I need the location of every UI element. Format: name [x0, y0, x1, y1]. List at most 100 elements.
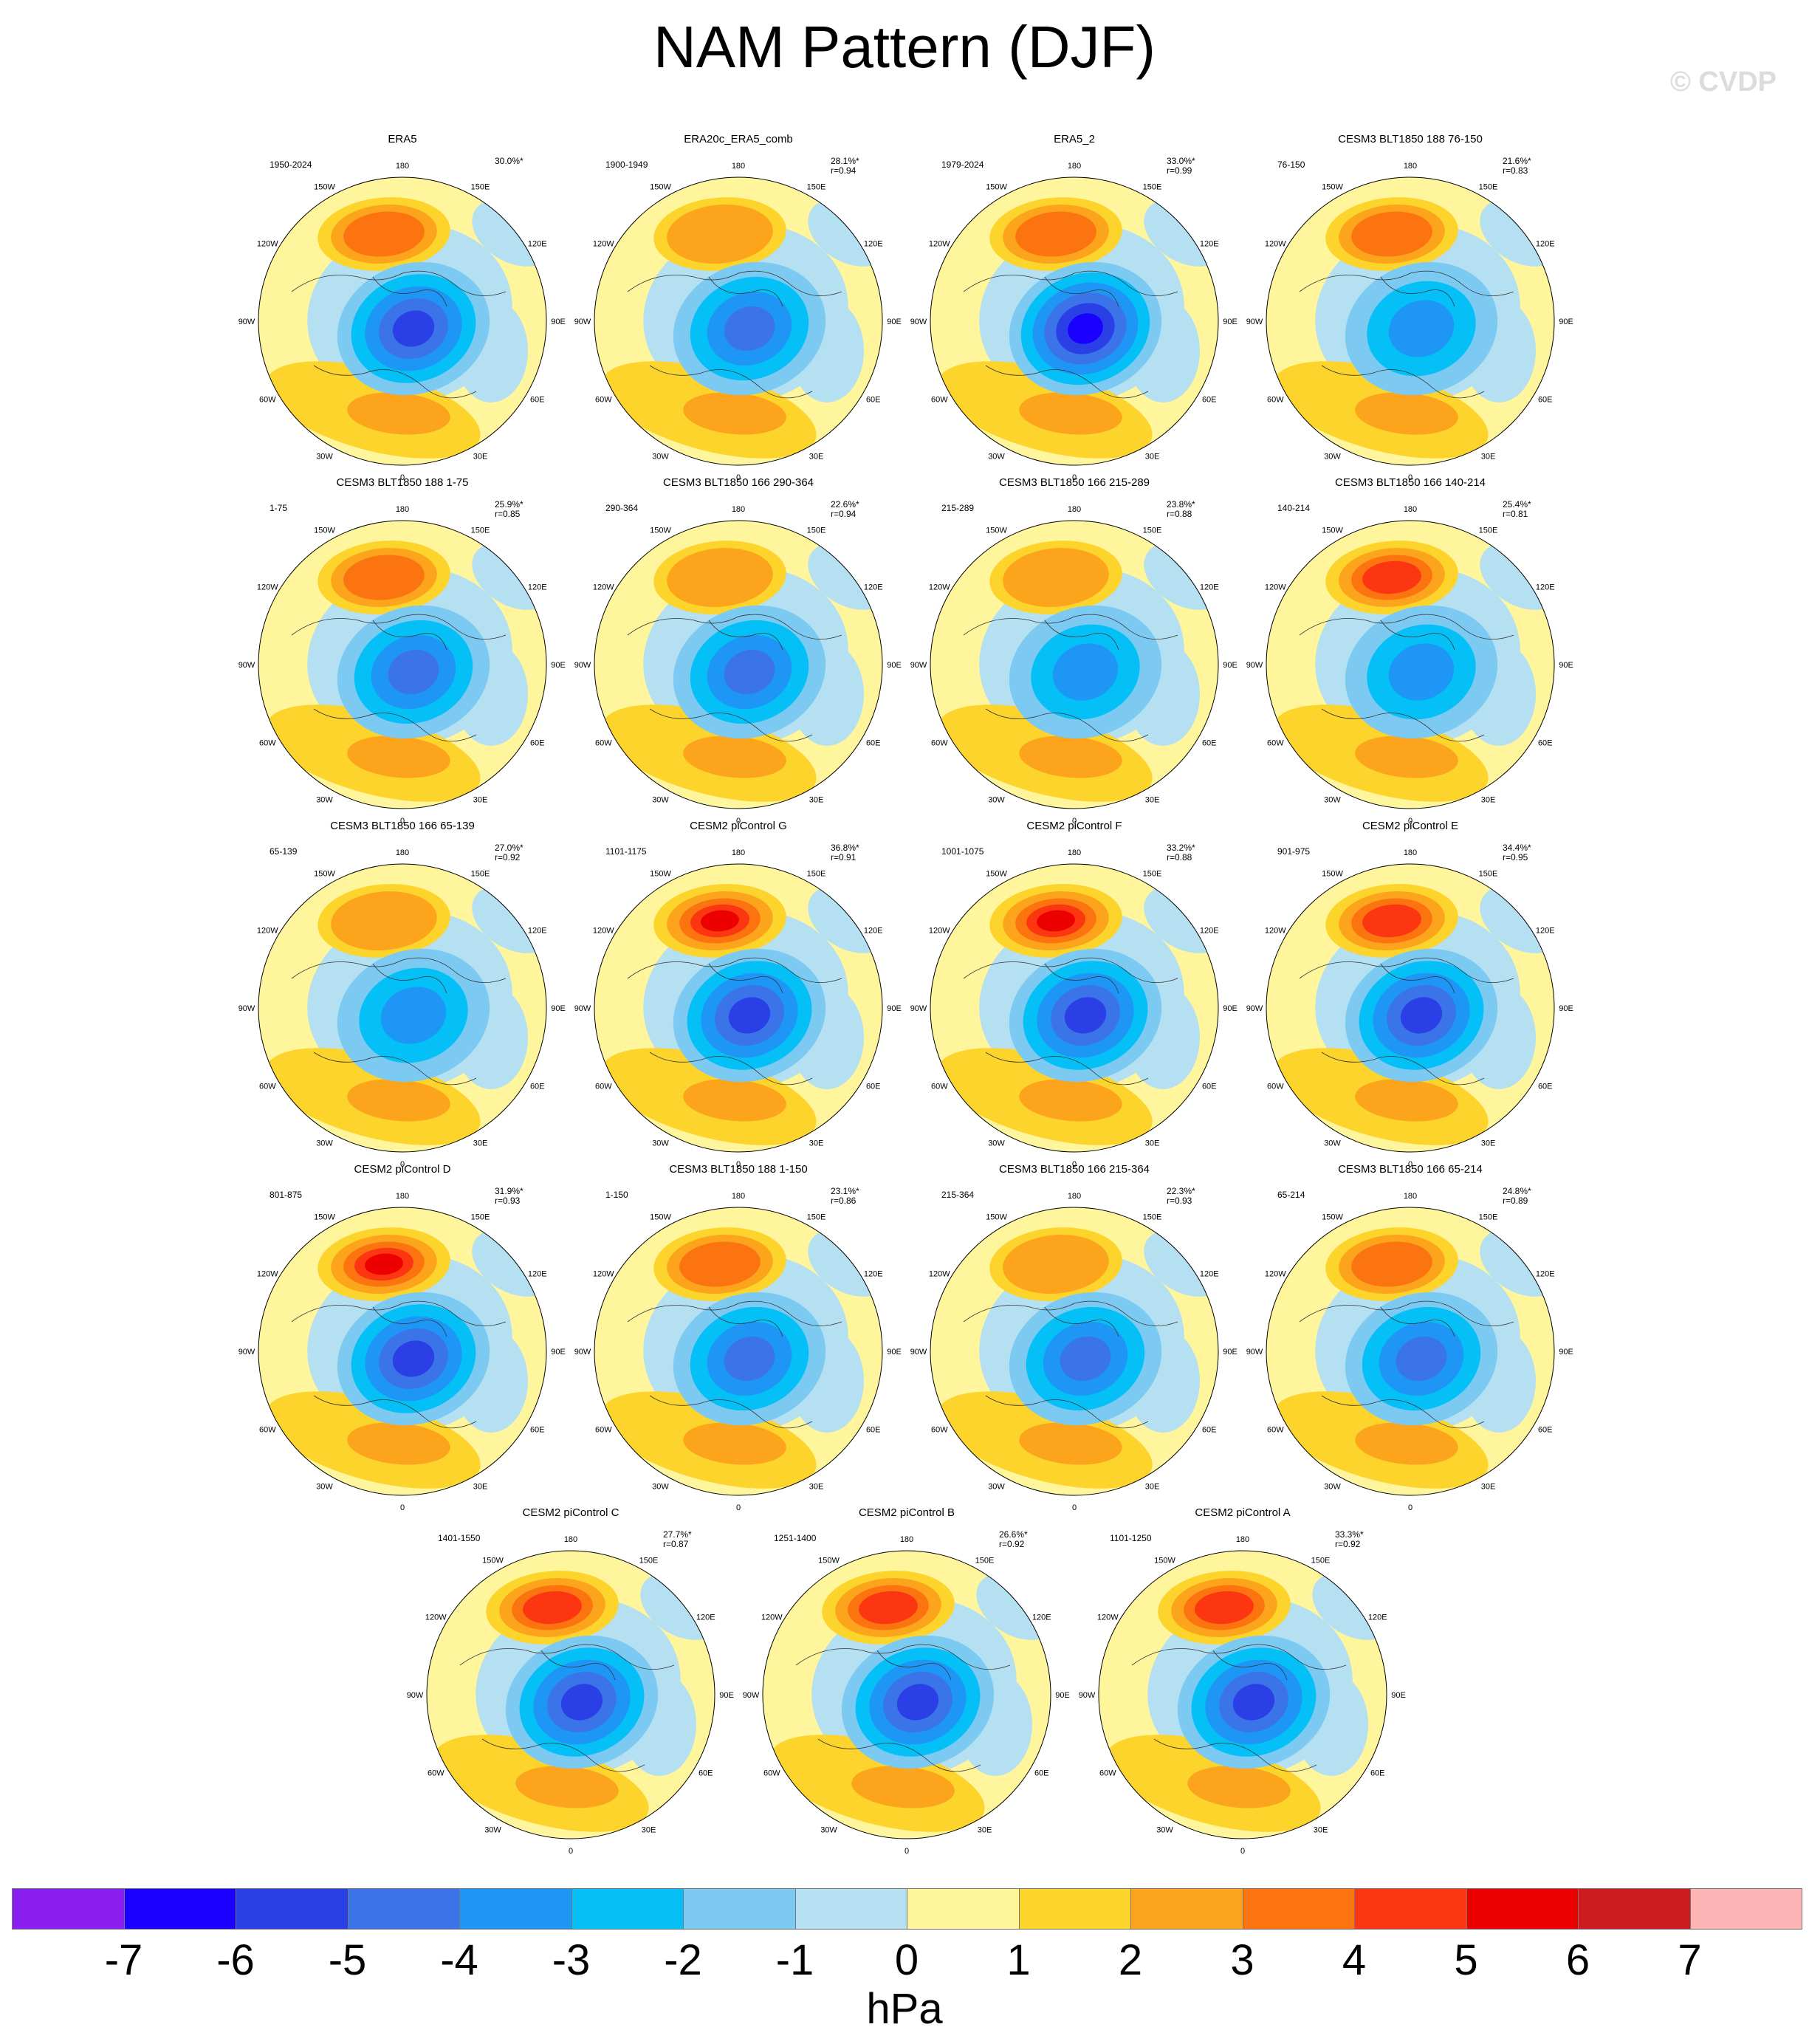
- longitude-label: 120W: [1265, 240, 1286, 249]
- panel-title: CESM3 BLT1850 166 140-214: [1334, 476, 1486, 489]
- longitude-label: 150W: [650, 869, 671, 878]
- longitude-label: 0: [400, 1503, 405, 1512]
- atlantic-high-core: [683, 392, 786, 435]
- longitude-label: 30W: [316, 1483, 333, 1492]
- longitude-label: 0: [1072, 1160, 1077, 1169]
- longitude-label: 180: [396, 848, 409, 857]
- coastline: [963, 957, 1178, 1086]
- panel-years: 1979-2024: [941, 160, 984, 170]
- pacific-high-contour: [1362, 904, 1421, 938]
- colorbar-tick: -2: [664, 1936, 702, 1984]
- longitude-label: 30E: [809, 1139, 824, 1148]
- colorbar-segment: [123, 1888, 236, 1930]
- explained-variance: 34.4%*: [1503, 843, 1531, 853]
- longitude-label: 60W: [1099, 1769, 1116, 1778]
- explained-variance: 22.3%*: [1167, 1186, 1195, 1196]
- pacific-high-contour: [1003, 548, 1109, 607]
- nam-field: [930, 864, 1218, 1152]
- map-boundary: [426, 1550, 715, 1839]
- nam-field: [427, 1551, 715, 1839]
- longitude-label: 60W: [931, 1426, 948, 1435]
- nam-field: [594, 521, 882, 809]
- longitude-label: 120W: [593, 240, 614, 249]
- longitude-label: 120E: [1200, 240, 1219, 249]
- explained-variance: 33.3%*: [1335, 1529, 1364, 1540]
- longitude-label: 60E: [1538, 739, 1553, 748]
- polar-map: 180 150E 120E 90E 60E 30E 0 30W 60W 90W 120W 150W: [574, 505, 902, 826]
- panel-years: 1-75: [270, 503, 288, 513]
- longitude-label: 30W: [316, 796, 333, 805]
- map-boundary: [1266, 176, 1555, 466]
- longitude-label: 60W: [763, 1769, 780, 1778]
- longitude-label: 0: [736, 1160, 741, 1169]
- panel-stats: 23.1%* r=0.86: [831, 1187, 859, 1206]
- longitude-label: 90E: [551, 1004, 566, 1013]
- coastline: [627, 957, 842, 1086]
- panel-stats: 27.7%* r=0.87: [663, 1530, 692, 1549]
- arctic-low-contour: [380, 987, 447, 1044]
- longitude-label: 120E: [1368, 1613, 1387, 1622]
- longitude-label: 180: [396, 162, 409, 171]
- colorbar-tick: 7: [1678, 1936, 1702, 1984]
- longitude-label: 120W: [929, 927, 950, 936]
- map-boundary: [594, 863, 883, 1153]
- longitude-label: 120E: [864, 1270, 883, 1279]
- longitude-label: 150E: [1479, 869, 1498, 878]
- longitude-label: 120W: [593, 927, 614, 936]
- explained-variance: 23.8%*: [1167, 499, 1195, 510]
- panel-title: CESM2 piControl G: [690, 820, 787, 832]
- longitude-label: 30E: [1145, 796, 1160, 805]
- longitude-label: 0: [736, 817, 741, 826]
- nam-field: [930, 521, 1218, 809]
- arctic-low-contour: [1068, 313, 1103, 344]
- longitude-label: 60E: [1202, 1083, 1217, 1091]
- arctic-low-contour: [1388, 300, 1455, 357]
- map-panel: CESM3 BLT1850 166 215-289 215-289 23.8%* r=…: [910, 476, 1238, 826]
- pacific-high-contour: [365, 1253, 403, 1275]
- colorbar-tick: -1: [775, 1936, 814, 1984]
- atlantic-high-core: [1019, 392, 1122, 435]
- nam-field: [594, 864, 882, 1152]
- longitude-label: 90E: [719, 1691, 734, 1700]
- longitude-label: 60W: [931, 739, 948, 748]
- colorbar-tick: 5: [1454, 1936, 1478, 1984]
- polar-map: 180 150E 120E 90E 60E 30E 0 30W 60W 90W 120W 150W: [910, 505, 1238, 826]
- colorbar-tick: -3: [552, 1936, 591, 1984]
- panel-years: 1101-1250: [1110, 1533, 1152, 1543]
- coastline: [291, 957, 507, 1086]
- longitude-label: 0: [904, 1847, 909, 1856]
- colorbar-segment: [1466, 1888, 1579, 1930]
- coastline: [627, 270, 842, 399]
- explained-variance: 30.0%*: [495, 156, 524, 166]
- colorbar-tick: -7: [104, 1936, 143, 1984]
- nam-field: [258, 177, 546, 465]
- map-panel: CESM2 piControl E 901-975 34.4%* r=0.95 180 1…: [1246, 820, 1573, 1169]
- colorbar-segment: [1242, 1888, 1355, 1930]
- longitude-label: 120E: [1536, 927, 1555, 936]
- longitude-label: 30E: [1145, 1483, 1160, 1492]
- longitude-label: 150E: [975, 1556, 995, 1565]
- longitude-label: 60E: [530, 1083, 545, 1091]
- atlantic-high-core: [1019, 1079, 1122, 1122]
- longitude-label: 30E: [473, 1483, 488, 1492]
- polar-map: 180 150E 120E 90E 60E 30E 0 30W 60W 90W 120W 150W: [574, 1192, 902, 1512]
- coastline: [795, 1644, 1011, 1772]
- colorbar-segment: [571, 1888, 684, 1930]
- longitude-label: 90E: [1391, 1691, 1406, 1700]
- panel-title: CESM3 BLT1850 166 65-139: [330, 820, 475, 832]
- longitude-label: 90E: [887, 661, 902, 670]
- longitude-label: 150W: [650, 526, 671, 535]
- longitude-label: 60W: [595, 1083, 612, 1091]
- longitude-label: 150W: [1322, 182, 1343, 191]
- longitude-label: 150E: [471, 1213, 490, 1221]
- longitude-label: 0: [1072, 1503, 1077, 1512]
- pacific-high-contour: [1195, 1591, 1254, 1625]
- colorbar-tick: 4: [1342, 1936, 1367, 1984]
- colorbar-segment: [683, 1888, 796, 1930]
- map-panel: CESM2 piControl D 801-875 31.9%* r=0.93 180 1…: [238, 1163, 566, 1512]
- arctic-low-contour: [392, 310, 435, 347]
- map-boundary: [258, 1207, 547, 1496]
- pattern-correlation: r=0.87: [663, 1539, 689, 1549]
- atlantic-high-core: [1355, 1422, 1458, 1465]
- pacific-high-contour: [1351, 211, 1432, 257]
